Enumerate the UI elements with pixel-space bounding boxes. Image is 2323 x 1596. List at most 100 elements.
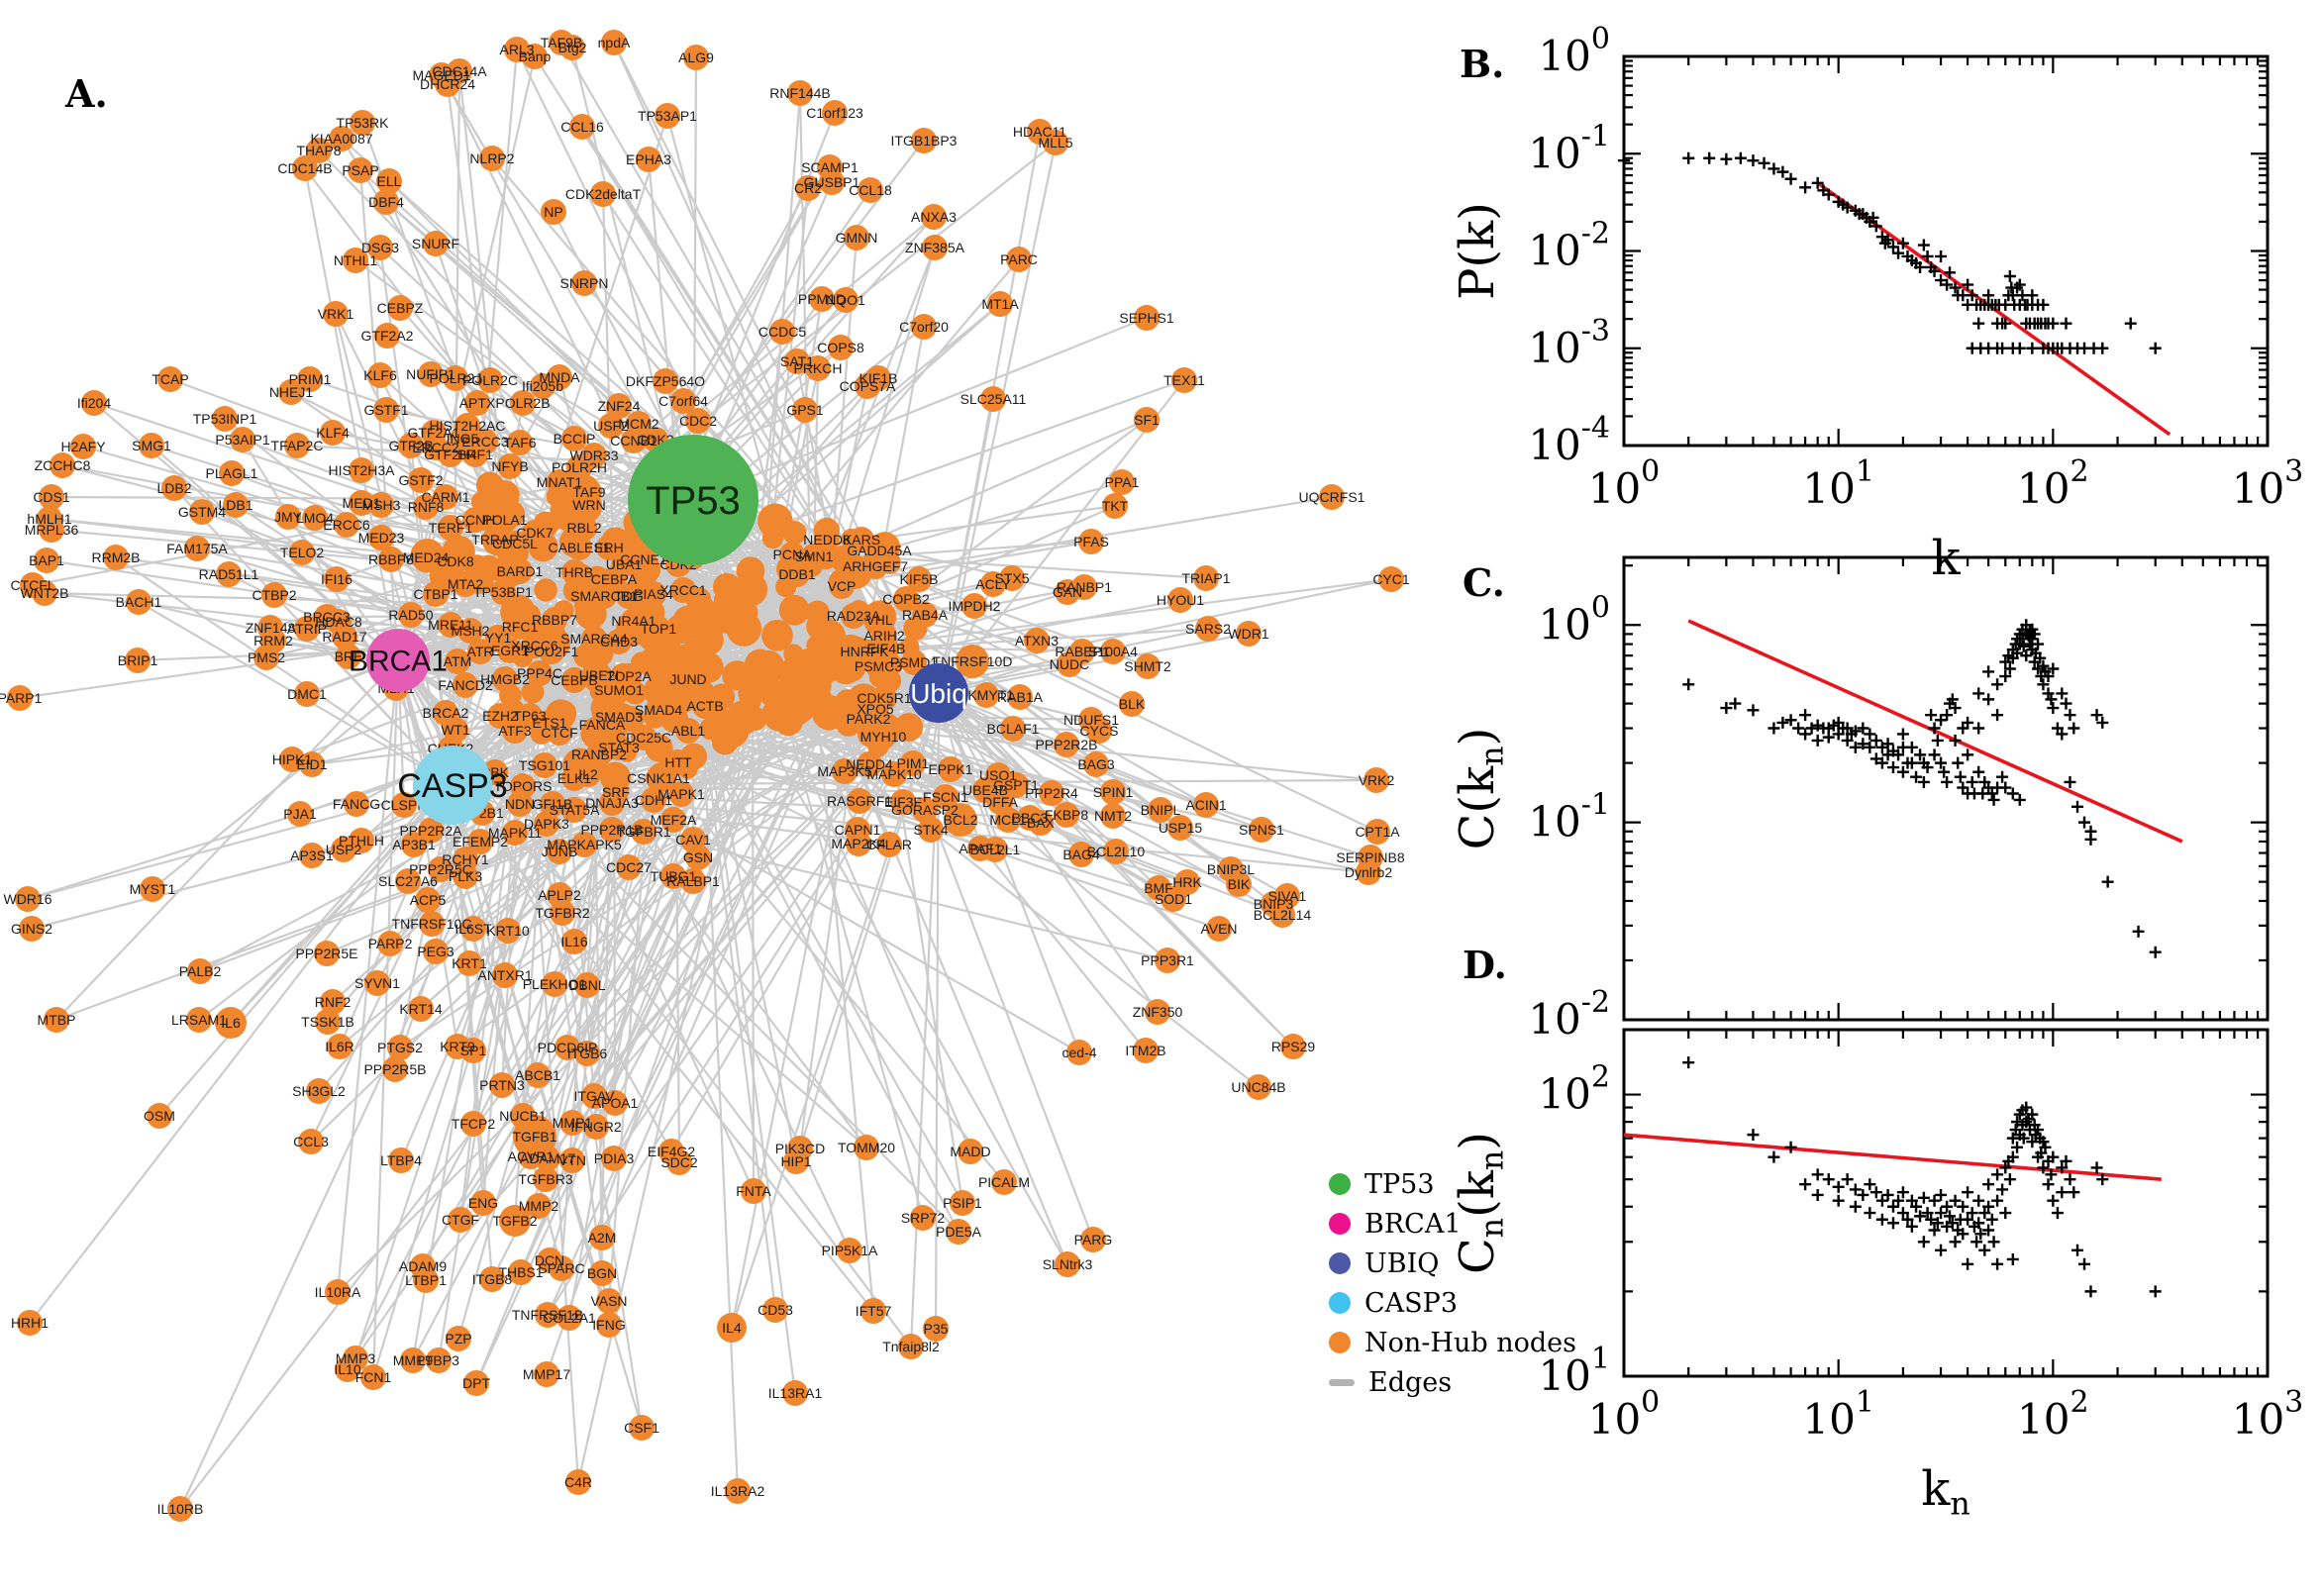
network-node[interactable] — [562, 578, 587, 603]
network-node[interactable] — [590, 181, 616, 207]
network-node[interactable] — [373, 189, 399, 215]
network-node[interactable] — [157, 366, 183, 392]
network-node[interactable] — [847, 788, 872, 814]
network-node[interactable] — [660, 863, 686, 889]
network-node[interactable] — [558, 527, 590, 558]
network-node[interactable] — [958, 1139, 983, 1164]
network-node[interactable] — [398, 602, 424, 628]
network-node[interactable] — [616, 531, 647, 561]
network-node[interactable] — [561, 479, 592, 510]
network-node[interactable] — [933, 784, 959, 810]
network-node[interactable] — [534, 578, 557, 602]
network-node[interactable] — [367, 362, 393, 388]
network-node[interactable] — [894, 713, 924, 742]
network-node[interactable] — [835, 710, 862, 737]
network-node[interactable] — [413, 1267, 439, 1293]
network-node[interactable] — [861, 550, 886, 575]
network-node[interactable] — [571, 270, 597, 296]
network-node[interactable] — [187, 958, 213, 984]
network-node[interactable] — [578, 748, 607, 777]
network-node[interactable] — [1083, 751, 1109, 777]
network-node[interactable] — [571, 832, 597, 857]
network-node[interactable] — [522, 44, 548, 69]
network-node[interactable] — [685, 408, 711, 434]
network-node[interactable] — [39, 484, 64, 510]
network-node[interactable] — [50, 452, 75, 478]
network-node[interactable] — [549, 1255, 574, 1281]
network-node[interactable] — [1102, 493, 1128, 519]
network-node[interactable] — [589, 1225, 615, 1250]
network-node[interactable] — [813, 544, 839, 570]
network-node[interactable] — [423, 231, 449, 256]
network-node[interactable] — [999, 565, 1025, 591]
network-node[interactable] — [1161, 886, 1186, 912]
network-node[interactable] — [547, 839, 572, 864]
network-node[interactable] — [294, 681, 320, 707]
network-node[interactable] — [877, 668, 902, 693]
network-node[interactable] — [862, 600, 897, 634]
network-node[interactable] — [332, 624, 357, 649]
network-node[interactable] — [343, 248, 368, 273]
network-node[interactable] — [1100, 779, 1126, 805]
network-node[interactable] — [680, 638, 714, 671]
network-node[interactable] — [1039, 780, 1064, 806]
network-node[interactable] — [580, 660, 613, 692]
network-node[interactable] — [1006, 247, 1032, 272]
network-node[interactable] — [809, 286, 835, 312]
network-node[interactable] — [508, 1259, 534, 1285]
network-node[interactable] — [806, 612, 835, 641]
network-node[interactable] — [467, 639, 493, 664]
network-node[interactable] — [545, 699, 576, 731]
network-node[interactable] — [867, 736, 889, 757]
network-node[interactable] — [893, 586, 919, 612]
network-node[interactable] — [299, 751, 325, 777]
network-node[interactable] — [900, 750, 926, 776]
network-node[interactable] — [139, 433, 164, 458]
network-node[interactable] — [653, 368, 678, 394]
network-node[interactable] — [648, 689, 677, 718]
network-node[interactable] — [215, 1007, 247, 1039]
network-node[interactable] — [813, 517, 841, 545]
network-node[interactable] — [504, 699, 525, 720]
network-node[interactable] — [463, 1370, 489, 1396]
network-node[interactable] — [32, 580, 57, 606]
network-node[interactable] — [438, 612, 463, 638]
network-node[interactable] — [219, 460, 245, 486]
network-node[interactable] — [956, 645, 989, 678]
network-node[interactable] — [923, 1316, 949, 1342]
network-node[interactable] — [1269, 902, 1295, 928]
network-node[interactable] — [581, 1083, 607, 1109]
network-node[interactable] — [1145, 999, 1170, 1025]
network-node[interactable] — [1119, 691, 1145, 717]
network-node[interactable] — [1364, 819, 1390, 845]
network-node[interactable] — [596, 1288, 622, 1314]
network-node[interactable] — [599, 817, 625, 843]
network-node[interactable] — [325, 1279, 351, 1305]
network-node[interactable] — [527, 660, 553, 686]
network-node[interactable] — [7, 685, 33, 711]
network-node[interactable] — [805, 355, 831, 381]
network-node[interactable] — [779, 668, 804, 693]
network-node[interactable] — [569, 114, 595, 140]
network-node[interactable] — [489, 1072, 515, 1098]
network-node[interactable] — [784, 349, 810, 374]
network-node[interactable] — [315, 1009, 341, 1035]
network-node[interactable] — [876, 832, 902, 857]
network-node[interactable] — [475, 471, 504, 499]
network-node[interactable] — [44, 1007, 69, 1033]
network-node[interactable] — [561, 797, 587, 823]
network-node[interactable] — [910, 1205, 936, 1231]
network-node[interactable] — [470, 1190, 496, 1216]
network-node[interactable] — [542, 971, 567, 997]
network-node[interactable] — [400, 1347, 426, 1373]
network-node[interactable] — [525, 1062, 551, 1088]
network-node[interactable] — [636, 147, 661, 172]
network-node[interactable] — [944, 803, 977, 837]
network-node[interactable] — [912, 797, 938, 823]
network-node[interactable] — [1171, 367, 1197, 393]
network-node[interactable] — [388, 1147, 414, 1173]
network-node[interactable] — [500, 594, 536, 630]
network-node[interactable] — [833, 648, 866, 683]
network-node[interactable] — [438, 442, 463, 467]
network-node[interactable] — [373, 397, 399, 423]
